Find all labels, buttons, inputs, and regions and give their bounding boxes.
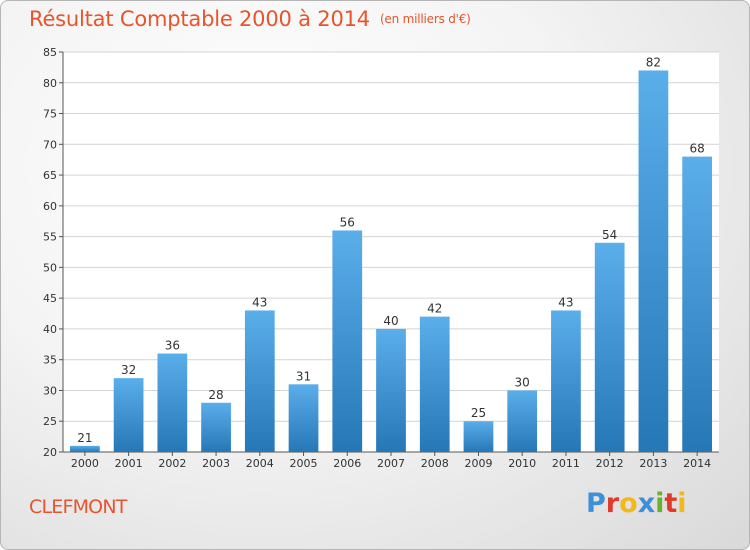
data-label: 25 <box>471 406 486 420</box>
x-tick-label: 2008 <box>421 457 449 470</box>
bar-2011 <box>551 310 581 452</box>
bar-2002 <box>157 353 188 452</box>
data-label: 82 <box>646 55 661 69</box>
y-tick-label: 80 <box>43 77 57 90</box>
logo-letter: r <box>605 488 620 519</box>
bar-2001 <box>113 378 144 452</box>
x-tick-label: 2012 <box>596 457 624 470</box>
bar-2008 <box>419 316 450 452</box>
bar-2014 <box>682 156 713 452</box>
data-label: 68 <box>689 142 704 156</box>
logo-letter: o <box>619 488 638 519</box>
data-label: 56 <box>340 215 355 229</box>
x-tick-label: 2011 <box>552 457 580 470</box>
bar-2012 <box>594 242 625 452</box>
data-label: 30 <box>515 375 530 389</box>
x-tick-label: 2006 <box>333 457 361 470</box>
bar-2003 <box>201 402 231 452</box>
chart-title: Résultat Comptable 2000 à 2014 (en millie… <box>29 7 471 31</box>
y-tick-label: 55 <box>43 231 57 244</box>
logo-letter: P <box>586 488 606 519</box>
logo-letter: x <box>637 488 656 519</box>
x-tick-label: 2007 <box>377 457 405 470</box>
y-tick-label: 65 <box>43 169 57 182</box>
x-tick-label: 2013 <box>639 457 667 470</box>
y-tick-label: 70 <box>43 138 57 151</box>
y-tick-label: 75 <box>43 108 57 121</box>
title-unit: (en milliers d'€) <box>379 12 471 26</box>
data-label: 43 <box>252 295 267 309</box>
data-label: 43 <box>558 295 573 309</box>
bar-2005 <box>288 384 319 452</box>
bar-2000 <box>69 445 100 452</box>
bar-2010 <box>507 390 538 452</box>
bar-2013 <box>638 70 669 452</box>
x-tick-label: 2004 <box>246 457 274 470</box>
data-label: 28 <box>208 388 223 402</box>
y-tick-label: 40 <box>43 323 57 336</box>
bar-2009 <box>463 421 494 452</box>
title-text: Résultat Comptable 2000 à 2014 <box>29 7 370 31</box>
data-label: 40 <box>383 314 398 328</box>
y-tick-label: 25 <box>43 415 57 428</box>
x-tick-label: 2002 <box>158 457 186 470</box>
data-label: 36 <box>165 339 180 353</box>
data-label: 21 <box>77 431 92 445</box>
x-tick-label: 2003 <box>202 457 230 470</box>
y-tick-label: 35 <box>43 354 57 367</box>
x-tick-label: 2000 <box>71 457 99 470</box>
data-label: 32 <box>121 363 136 377</box>
logo-letter: i <box>677 488 687 519</box>
y-tick-label: 45 <box>43 292 57 305</box>
y-tick-label: 50 <box>43 261 57 274</box>
y-tick-label: 60 <box>43 200 57 213</box>
x-tick-label: 2014 <box>683 457 711 470</box>
commune-name: CLEFMONT <box>29 496 127 518</box>
data-label: 42 <box>427 302 442 316</box>
y-tick-label: 30 <box>43 384 57 397</box>
x-tick-label: 2005 <box>290 457 318 470</box>
logo-letter: t <box>664 488 678 519</box>
logo-letter: i <box>655 488 665 519</box>
x-tick-label: 2009 <box>464 457 492 470</box>
y-tick-label: 85 <box>43 46 57 59</box>
y-tick-label: 20 <box>43 446 57 459</box>
x-tick-label: 2010 <box>508 457 536 470</box>
x-tick-label: 2001 <box>115 457 143 470</box>
bar-2006 <box>332 230 363 452</box>
data-label: 54 <box>602 228 617 242</box>
bar-2004 <box>244 310 275 452</box>
data-label: 31 <box>296 369 311 383</box>
bar-2007 <box>376 328 406 452</box>
proxiti-logo: Proxiti <box>586 488 687 519</box>
